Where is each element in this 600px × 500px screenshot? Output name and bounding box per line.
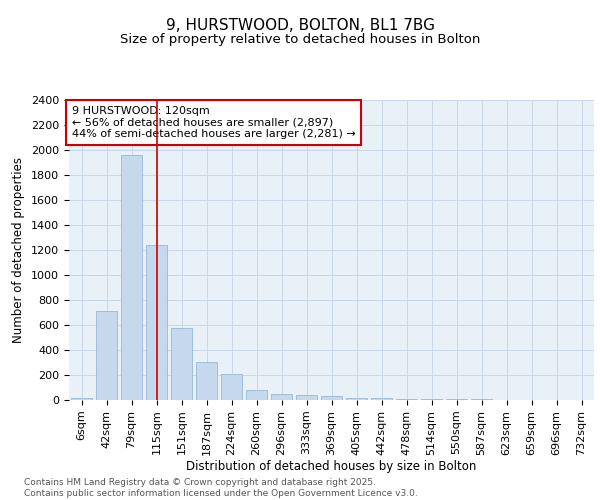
Text: Size of property relative to detached houses in Bolton: Size of property relative to detached ho…: [120, 32, 480, 46]
Text: 9 HURSTWOOD: 120sqm
← 56% of detached houses are smaller (2,897)
44% of semi-det: 9 HURSTWOOD: 120sqm ← 56% of detached ho…: [71, 106, 355, 139]
Bar: [96, 311, 117, 400]
Bar: [221, 374, 242, 400]
Bar: [371, 398, 392, 400]
Bar: [146, 245, 167, 400]
Bar: [321, 396, 342, 400]
Bar: [71, 398, 92, 400]
Bar: [271, 394, 292, 400]
Text: 9, HURSTWOOD, BOLTON, BL1 7BG: 9, HURSTWOOD, BOLTON, BL1 7BG: [166, 18, 434, 32]
Bar: [346, 398, 367, 400]
Bar: [421, 398, 442, 400]
Y-axis label: Number of detached properties: Number of detached properties: [13, 157, 25, 343]
Bar: [196, 362, 217, 400]
Bar: [396, 398, 417, 400]
Text: Contains HM Land Registry data © Crown copyright and database right 2025.
Contai: Contains HM Land Registry data © Crown c…: [24, 478, 418, 498]
Bar: [296, 395, 317, 400]
Bar: [246, 390, 267, 400]
Bar: [171, 328, 192, 400]
Bar: [121, 155, 142, 400]
X-axis label: Distribution of detached houses by size in Bolton: Distribution of detached houses by size …: [187, 460, 476, 473]
